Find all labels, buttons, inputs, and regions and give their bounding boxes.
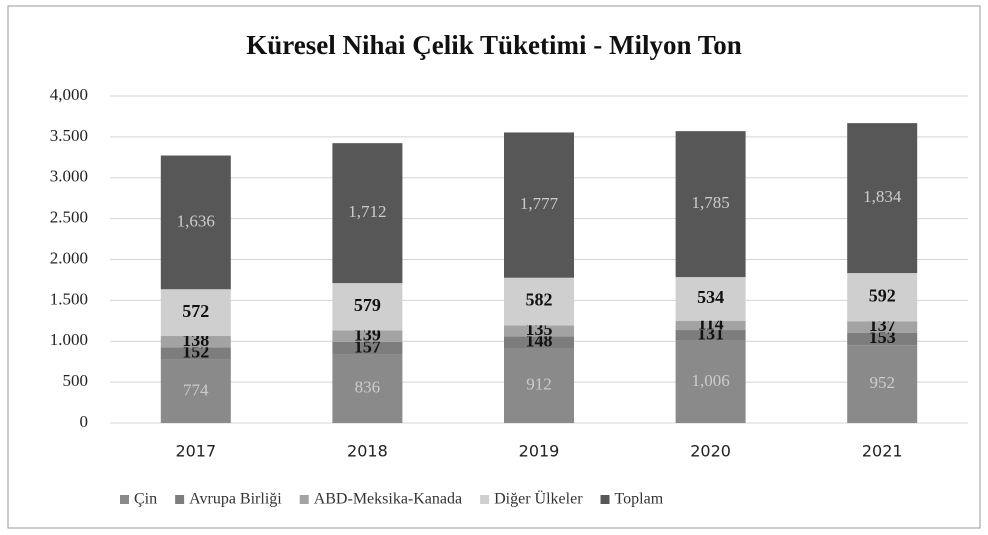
bar-segment <box>160 336 231 348</box>
legend-swatch <box>120 495 129 504</box>
data-label: 952 <box>869 373 895 392</box>
y-tick-label: 1.500 <box>50 289 88 308</box>
legend-label: Çin <box>134 491 157 508</box>
data-label: 1,777 <box>520 194 559 213</box>
legend-swatch <box>600 495 610 504</box>
chart-border <box>7 5 981 529</box>
data-label: 1,834 <box>863 187 902 206</box>
data-label: 582 <box>526 290 553 310</box>
bar-segment <box>160 359 231 423</box>
data-label: 579 <box>354 295 381 315</box>
chart-title: Küresel Nihai Çelik Tüketimi - Milyon To… <box>246 30 742 60</box>
bar-segment <box>160 155 231 290</box>
bar-segment <box>504 348 574 423</box>
legend-label: Avrupa Birliği <box>189 491 282 508</box>
y-tick-label: 1.000 <box>50 330 88 349</box>
bar-segment <box>332 283 403 331</box>
bar-segment <box>332 143 403 284</box>
bar-segment <box>847 273 918 322</box>
bar-segment <box>847 321 918 333</box>
y-tick-label: 500 <box>63 371 89 390</box>
legend-label: Toplam <box>615 491 664 508</box>
bar-segment <box>675 320 746 331</box>
bar-segment <box>332 341 403 355</box>
bar-segment <box>675 340 746 423</box>
data-label: 592 <box>869 285 896 305</box>
bar-segment <box>504 336 574 349</box>
legend-swatch <box>480 495 490 504</box>
y-tick-label: 4,000 <box>50 85 88 104</box>
x-tick-label: 2021 <box>862 442 903 461</box>
data-label: 572 <box>182 301 209 321</box>
x-tick-label: 2019 <box>519 442 560 461</box>
legend-swatch <box>299 495 309 504</box>
data-label: 534 <box>697 287 724 307</box>
data-label: 1,785 <box>691 193 729 212</box>
bar-segment <box>504 132 574 278</box>
bar-segment <box>675 277 746 321</box>
legend-label: ABD-Meksika-Kanada <box>314 491 462 508</box>
data-label: 1,712 <box>348 202 386 221</box>
data-label: 912 <box>526 375 552 394</box>
bar-segment <box>847 345 918 423</box>
y-tick-label: 2.500 <box>50 208 88 227</box>
bar-segment <box>504 325 574 337</box>
bar-segment <box>675 131 746 278</box>
x-tick-label: 2017 <box>175 442 216 461</box>
bar-segment <box>675 330 746 341</box>
y-tick-label: 3.500 <box>50 126 88 145</box>
data-label: 1,636 <box>177 211 215 230</box>
y-tick-label: 2.000 <box>50 248 88 267</box>
y-tick-label: 3.000 <box>50 167 88 186</box>
y-tick-label: 0 <box>80 412 89 431</box>
data-label: 836 <box>355 378 381 397</box>
bar-segment <box>847 123 918 274</box>
bar-segment <box>504 277 574 326</box>
bar-segment <box>160 347 231 360</box>
bar-segment <box>332 330 403 342</box>
x-tick-label: 2020 <box>690 442 731 461</box>
data-label: 774 <box>183 380 209 399</box>
legend-swatch <box>175 495 185 504</box>
bar-segment <box>847 332 918 346</box>
legend-label: Diğer Ülkeler <box>494 490 583 508</box>
bar-segment <box>160 289 231 337</box>
x-tick-label: 2018 <box>347 442 388 461</box>
data-label: 1,006 <box>691 371 729 390</box>
bar-segment <box>332 354 403 423</box>
